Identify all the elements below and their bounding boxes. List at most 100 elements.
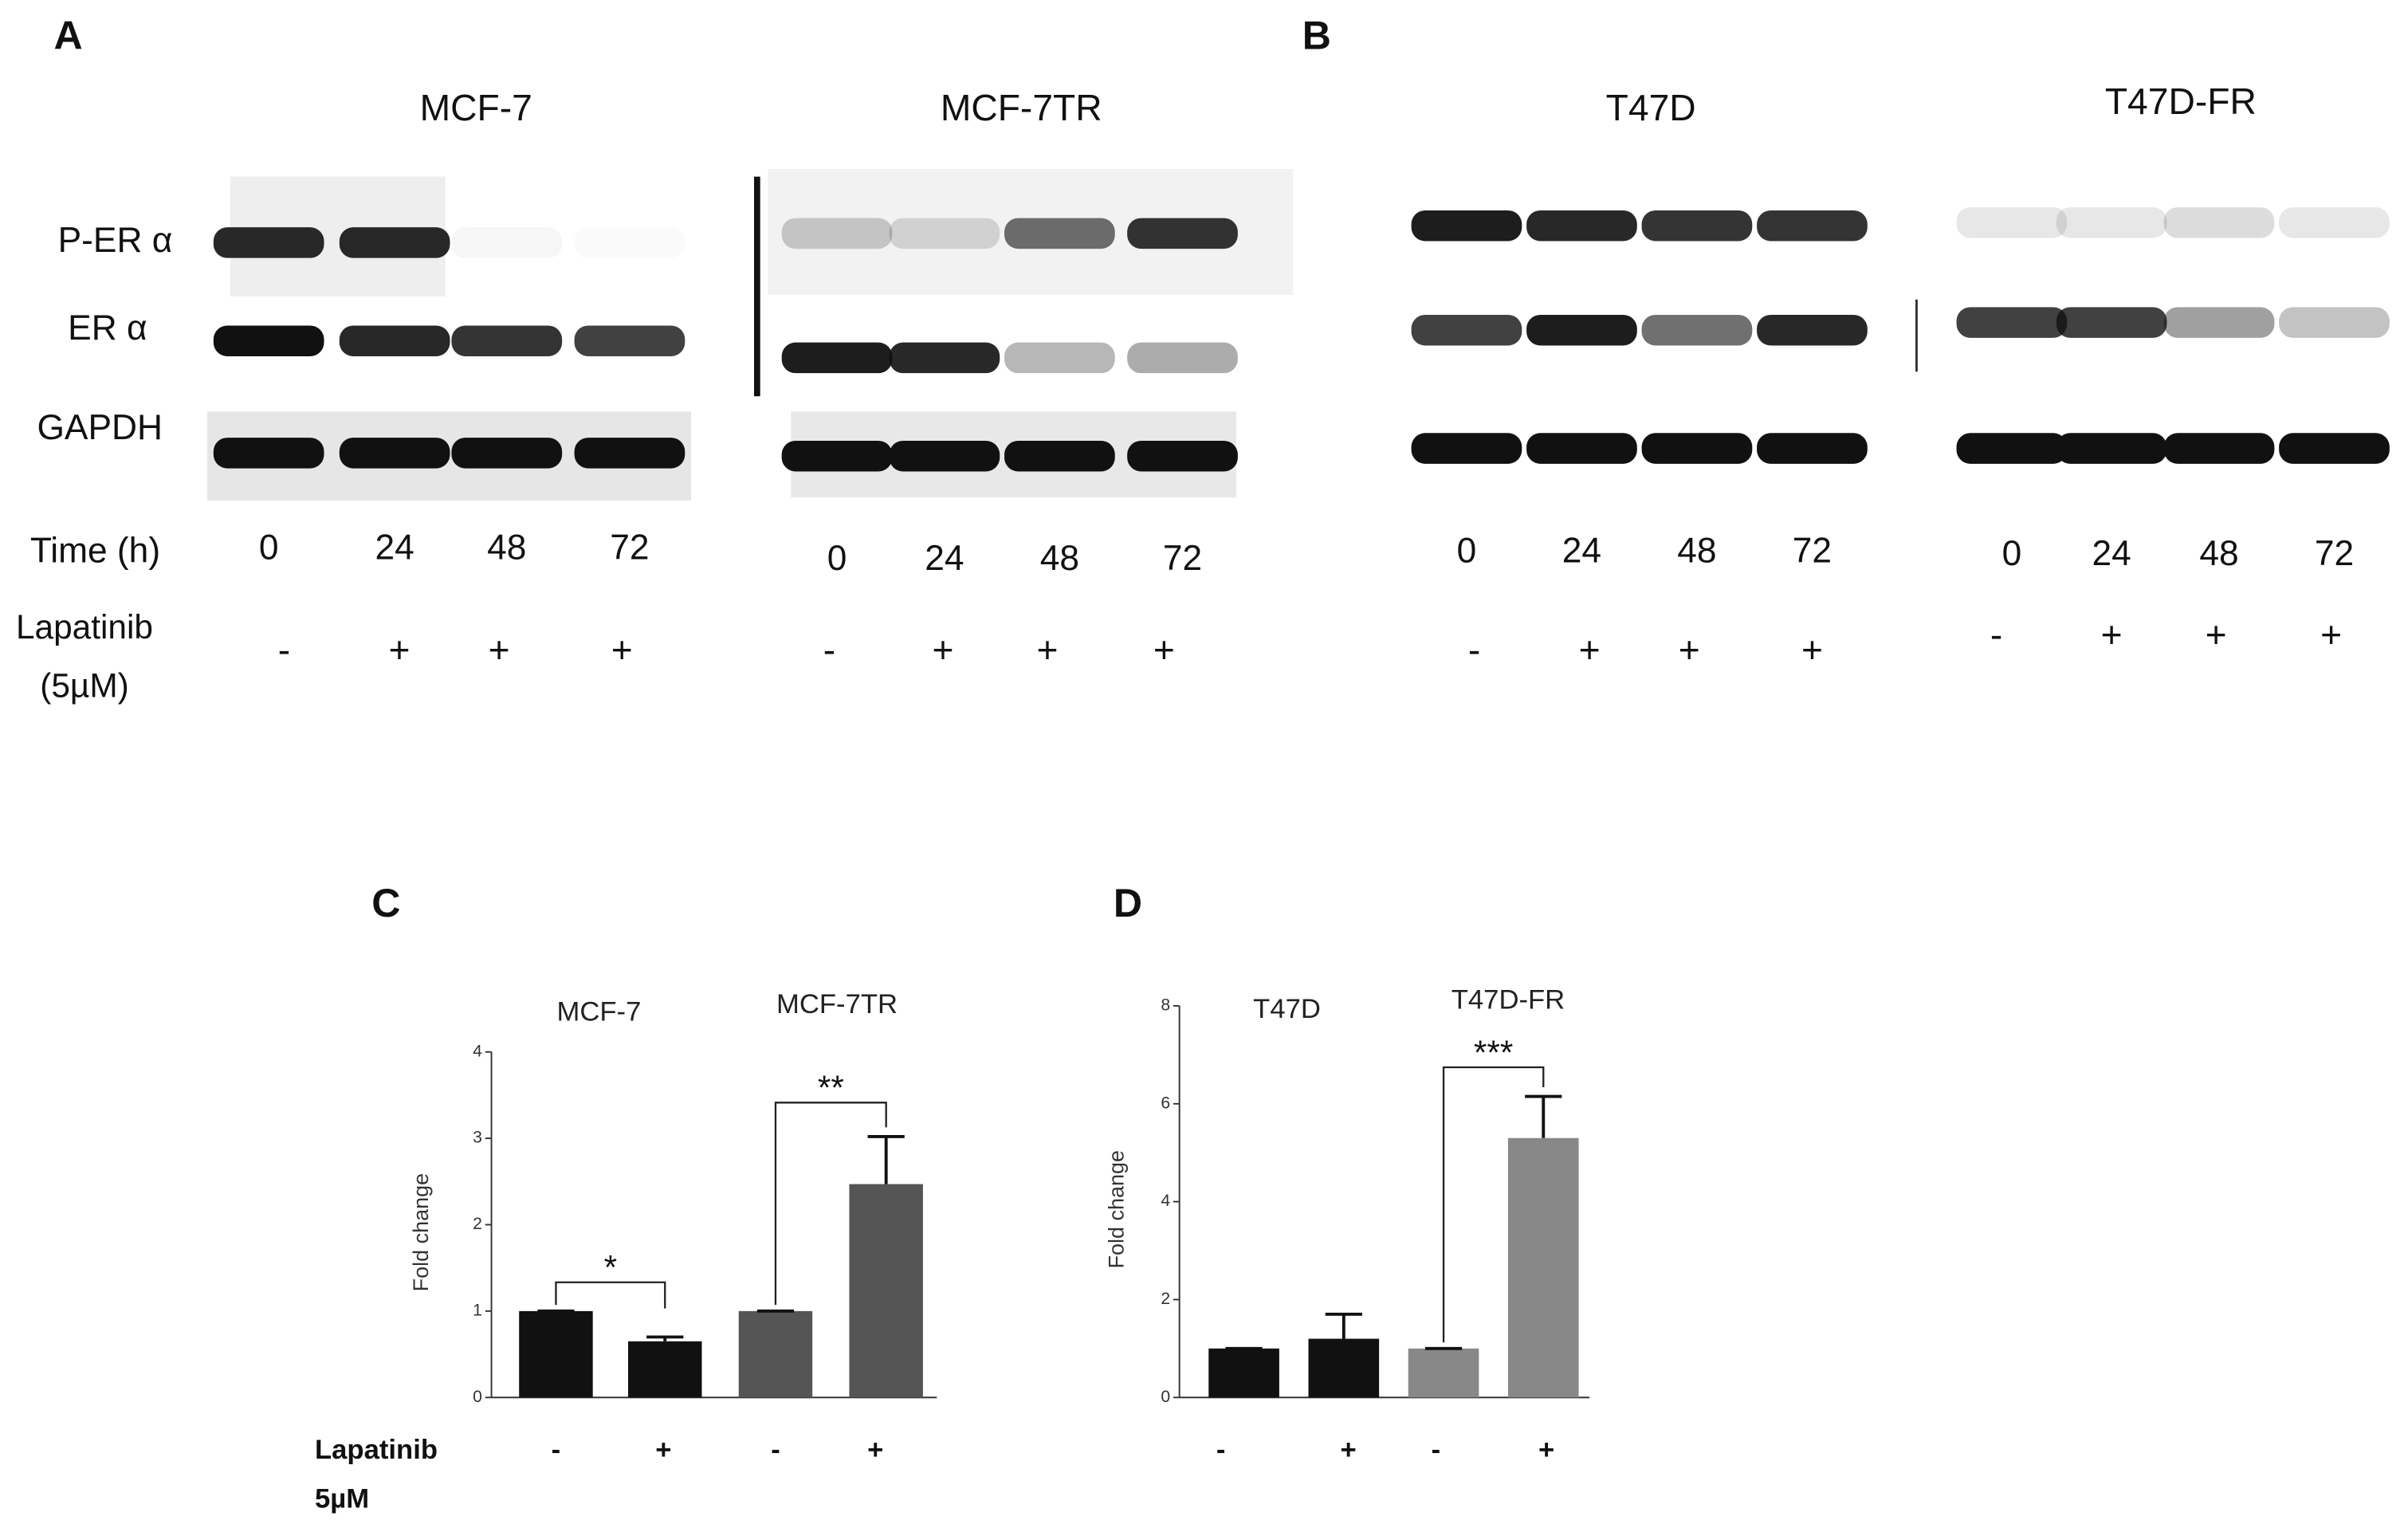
blot-band bbox=[1411, 433, 1522, 464]
blot-band bbox=[2279, 207, 2390, 238]
blot-band bbox=[1127, 218, 1238, 249]
blot-band bbox=[213, 325, 324, 356]
treatment-sign: + bbox=[932, 629, 953, 670]
group-label: MCF-7 bbox=[556, 997, 641, 1027]
treatment-sign: + bbox=[2206, 614, 2227, 655]
time-point: 48 bbox=[1677, 531, 1716, 570]
bar bbox=[1208, 1348, 1279, 1398]
time-point: 72 bbox=[1793, 531, 1832, 570]
treatment-sign: + bbox=[388, 629, 410, 670]
treatment-sign: - bbox=[823, 629, 835, 670]
time-point: 24 bbox=[925, 539, 964, 578]
group-label: T47D bbox=[1253, 994, 1321, 1024]
blot-band bbox=[889, 440, 1000, 472]
y-tick-label: 1 bbox=[473, 1301, 482, 1319]
blot-band bbox=[1004, 342, 1115, 374]
treatment-sign: + bbox=[2101, 614, 2123, 655]
time-point: 0 bbox=[259, 528, 279, 567]
y-tick-label: 2 bbox=[1161, 1290, 1170, 1308]
x-tick-label: - bbox=[1216, 1435, 1226, 1465]
blot-band bbox=[1757, 314, 1868, 346]
blot-band bbox=[339, 325, 450, 356]
y-tick-label: 0 bbox=[473, 1388, 482, 1406]
blot-row-label: ER α bbox=[68, 308, 147, 348]
x-tick-label: - bbox=[771, 1435, 780, 1465]
blot-band bbox=[2163, 207, 2275, 238]
treatment-sign: + bbox=[1579, 629, 1601, 670]
blot-band bbox=[1526, 433, 1637, 464]
treatment-sign: - bbox=[278, 629, 290, 670]
panel-label: B bbox=[1302, 13, 1331, 57]
significance-bracket bbox=[555, 1281, 666, 1309]
blot-band bbox=[1127, 342, 1238, 374]
bar bbox=[1507, 1137, 1579, 1398]
y-tick-label: 4 bbox=[473, 1042, 482, 1060]
bar bbox=[1308, 1338, 1380, 1398]
x-tick-label: + bbox=[655, 1435, 671, 1465]
category-label: 5µM bbox=[315, 1483, 369, 1514]
blot-band bbox=[781, 342, 893, 374]
blot-band bbox=[2163, 307, 2275, 338]
blot-band bbox=[1641, 433, 1753, 464]
group-label: MCF-7TR bbox=[776, 989, 898, 1019]
blot-band bbox=[1641, 314, 1753, 346]
blot-band bbox=[1641, 210, 1753, 242]
significance-bracket bbox=[1442, 1066, 1545, 1343]
bar bbox=[849, 1184, 923, 1398]
time-point: 24 bbox=[375, 528, 414, 567]
significance-label: * bbox=[604, 1249, 618, 1286]
time-point: 0 bbox=[827, 539, 847, 578]
time-point: 0 bbox=[1457, 531, 1477, 570]
x-tick-label: + bbox=[1340, 1435, 1356, 1465]
x-tick-label: - bbox=[552, 1435, 561, 1465]
time-point: 0 bbox=[2002, 534, 2022, 573]
time-point: 48 bbox=[1040, 539, 1079, 578]
bar bbox=[738, 1310, 813, 1398]
blot-band bbox=[574, 438, 685, 469]
x-tick-label: + bbox=[1538, 1435, 1554, 1465]
time-point: 48 bbox=[2199, 534, 2238, 573]
blot-row-label: GAPDH bbox=[37, 408, 163, 447]
blot-band bbox=[781, 440, 893, 472]
blot-band bbox=[2279, 433, 2390, 464]
blot-band bbox=[2056, 207, 2167, 238]
treatment-sign: + bbox=[1036, 629, 1058, 670]
treatment-sign: - bbox=[1468, 629, 1480, 670]
panel-label: C bbox=[371, 881, 400, 925]
y-axis-label: Fold change bbox=[409, 1173, 433, 1291]
blot-band bbox=[2056, 307, 2167, 338]
blot-band bbox=[2163, 433, 2275, 464]
blot-band bbox=[451, 438, 563, 469]
time-point: 72 bbox=[610, 528, 649, 567]
y-tick-label: 6 bbox=[1161, 1094, 1170, 1112]
blot-band bbox=[339, 227, 450, 258]
blot-band bbox=[1757, 433, 1868, 464]
blot-band bbox=[1004, 218, 1115, 249]
blot-band bbox=[2056, 433, 2167, 464]
blot-band bbox=[889, 218, 1000, 249]
time-point: 48 bbox=[487, 528, 526, 567]
y-tick-label: 3 bbox=[473, 1129, 482, 1147]
cell-line-title: T47D bbox=[1606, 87, 1696, 128]
blot-row-label: P-ER α bbox=[58, 221, 173, 260]
blot-band bbox=[1757, 210, 1868, 242]
panel-label: D bbox=[1114, 881, 1142, 925]
treatment-sign: + bbox=[1153, 629, 1175, 670]
group-label: T47D-FR bbox=[1451, 984, 1565, 1015]
treatment-sign: + bbox=[2320, 614, 2342, 655]
bar bbox=[519, 1310, 593, 1398]
y-tick-label: 4 bbox=[1161, 1192, 1170, 1210]
blot-band bbox=[1127, 440, 1238, 472]
y-tick-label: 8 bbox=[1161, 996, 1170, 1015]
blot-band bbox=[574, 325, 685, 356]
blot-band bbox=[1004, 440, 1115, 472]
panel-label: A bbox=[53, 13, 82, 57]
cell-line-title: MCF-7 bbox=[420, 87, 532, 128]
blot-band bbox=[213, 227, 324, 258]
treatment-sign: + bbox=[1679, 629, 1700, 670]
bar bbox=[1408, 1348, 1479, 1398]
blot-band bbox=[1956, 207, 2068, 238]
blot-band bbox=[889, 342, 1000, 374]
blot-band bbox=[575, 227, 685, 258]
time-point: 72 bbox=[1163, 539, 1202, 578]
